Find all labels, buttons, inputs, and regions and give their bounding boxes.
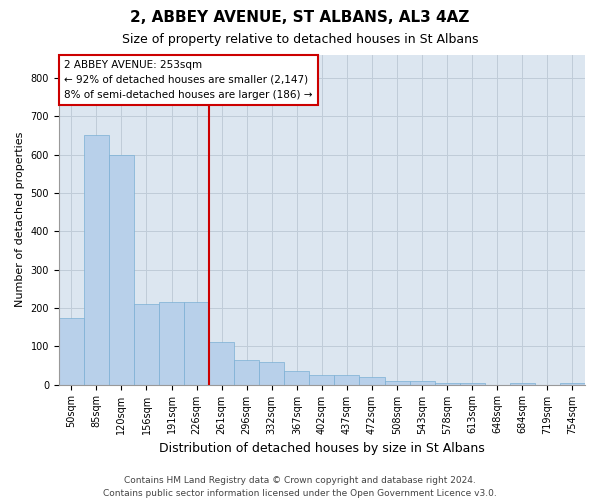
Bar	[59, 318, 84, 384]
Bar	[159, 302, 184, 384]
Bar	[134, 304, 159, 384]
Bar	[209, 342, 234, 384]
Bar	[284, 371, 310, 384]
Bar	[434, 382, 460, 384]
Text: Contains HM Land Registry data © Crown copyright and database right 2024.
Contai: Contains HM Land Registry data © Crown c…	[103, 476, 497, 498]
Text: Size of property relative to detached houses in St Albans: Size of property relative to detached ho…	[122, 32, 478, 46]
Bar	[460, 382, 485, 384]
Bar	[234, 360, 259, 384]
Bar	[84, 136, 109, 384]
Bar	[259, 362, 284, 384]
Bar	[385, 380, 410, 384]
Bar	[560, 382, 585, 384]
Bar	[184, 302, 209, 384]
Y-axis label: Number of detached properties: Number of detached properties	[15, 132, 25, 308]
Bar	[310, 375, 334, 384]
Text: 2 ABBEY AVENUE: 253sqm
← 92% of detached houses are smaller (2,147)
8% of semi-d: 2 ABBEY AVENUE: 253sqm ← 92% of detached…	[64, 60, 313, 100]
X-axis label: Distribution of detached houses by size in St Albans: Distribution of detached houses by size …	[159, 442, 485, 455]
Bar	[510, 382, 535, 384]
Bar	[109, 154, 134, 384]
Text: 2, ABBEY AVENUE, ST ALBANS, AL3 4AZ: 2, ABBEY AVENUE, ST ALBANS, AL3 4AZ	[130, 10, 470, 25]
Bar	[359, 377, 385, 384]
Bar	[410, 380, 434, 384]
Bar	[334, 375, 359, 384]
